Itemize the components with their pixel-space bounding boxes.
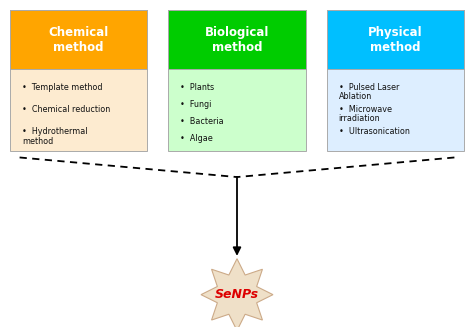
Polygon shape: [201, 259, 273, 328]
FancyBboxPatch shape: [327, 10, 464, 151]
FancyBboxPatch shape: [10, 10, 147, 151]
Text: •  Algae: • Algae: [180, 134, 213, 143]
FancyBboxPatch shape: [168, 10, 306, 151]
FancyBboxPatch shape: [10, 10, 147, 70]
Text: •  Fungi: • Fungi: [180, 100, 212, 109]
Text: •  Hydrothermal
method: • Hydrothermal method: [22, 127, 88, 146]
Text: •  Template method: • Template method: [22, 83, 102, 92]
Text: Biological
method: Biological method: [205, 26, 269, 54]
FancyBboxPatch shape: [168, 10, 306, 70]
Text: •  Pulsed Laser
Ablation: • Pulsed Laser Ablation: [338, 83, 399, 101]
Text: •  Plants: • Plants: [180, 83, 214, 92]
Text: Chemical
method: Chemical method: [48, 26, 109, 54]
Text: •  Chemical reduction: • Chemical reduction: [22, 105, 110, 114]
Text: Physical
method: Physical method: [368, 26, 423, 54]
FancyBboxPatch shape: [327, 10, 464, 70]
Text: •  Microwave
irradiation: • Microwave irradiation: [338, 105, 392, 123]
Text: •  Bacteria: • Bacteria: [180, 117, 224, 126]
Text: SeNPs: SeNPs: [215, 288, 259, 301]
Text: •  Ultrasonication: • Ultrasonication: [338, 127, 410, 136]
